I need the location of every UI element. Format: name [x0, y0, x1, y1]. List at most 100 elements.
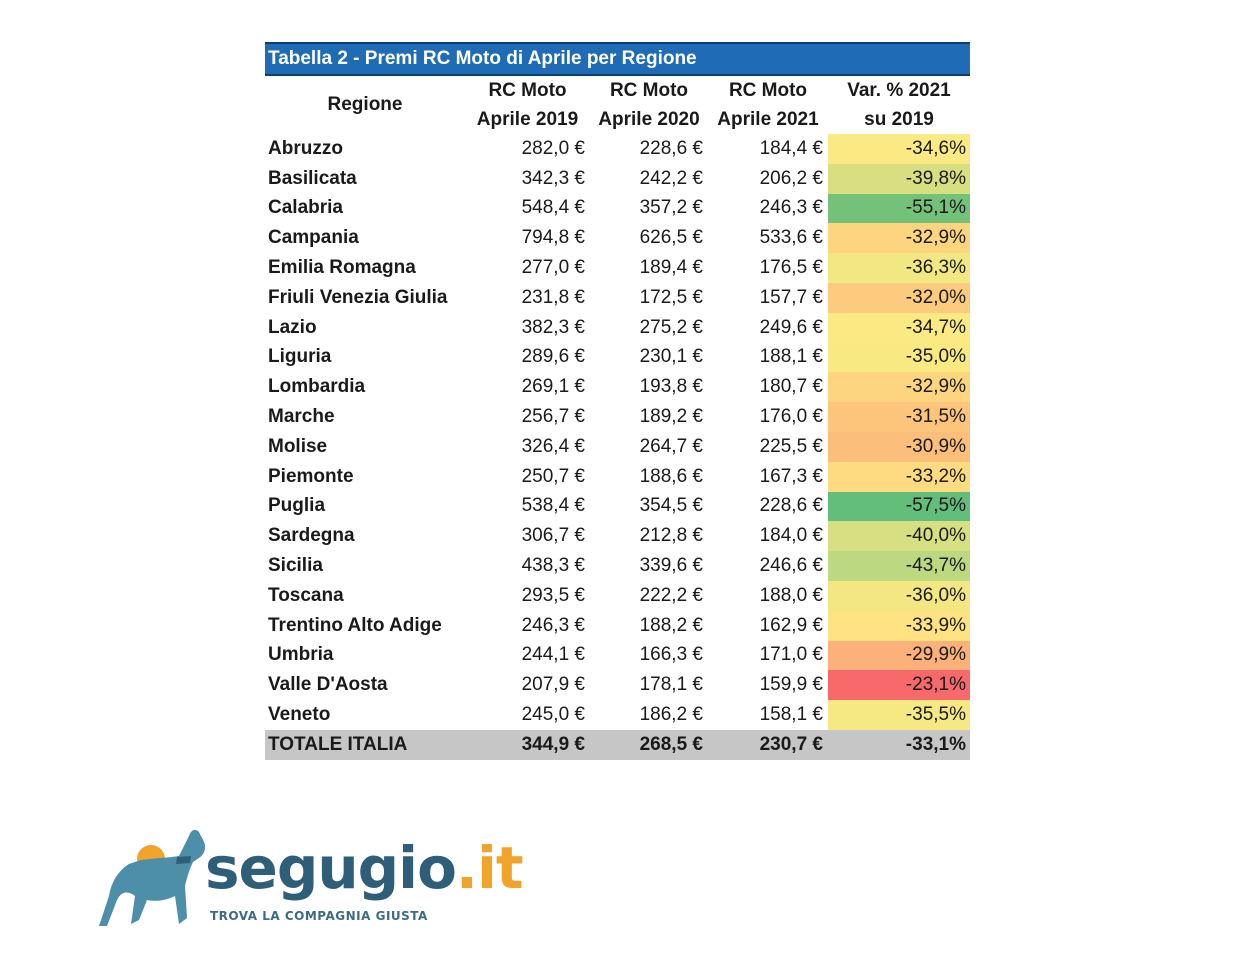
cell-2021: 184,4 € [759, 137, 823, 159]
cell-2021: 206,2 € [759, 167, 823, 189]
cell-regione: Abruzzo [268, 137, 343, 159]
data-table: Regione RC Moto RC Moto RC Moto Var. % 2… [265, 76, 970, 760]
cell-regione: Sardegna [268, 525, 355, 547]
cell-regione: Emilia Romagna [268, 257, 416, 279]
dog-icon [99, 829, 206, 926]
brand-name: segugio.it [205, 834, 524, 902]
cell-regione: Lazio [268, 316, 317, 338]
segugio-logo: segugio.it TROVA LA COMPAGNIA GIUSTA [95, 826, 524, 931]
cell-2021: 176,5 € [759, 257, 823, 279]
table-title: Tabella 2 - Premi RC Moto di Aprile per … [265, 42, 970, 76]
cell-var: -35,5% [828, 700, 970, 730]
table-row: Basilicata 342,3 € 242,2 € 206,2 € -39,8% [265, 163, 970, 194]
table-row: Calabria 548,4 € 357,2 € 246,3 € -55,1% [265, 193, 970, 224]
cell-2019: 256,7 € [521, 406, 585, 428]
cell-2020: 275,2 € [639, 316, 703, 338]
table-row: Campania 794,8 € 626,5 € 533,6 € -32,9% [265, 223, 970, 254]
cell-2019: 277,0 € [521, 257, 585, 279]
table-row: Lombardia 269,1 € 193,8 € 180,7 € -32,9% [265, 372, 970, 403]
total-2021: 230,7 € [708, 729, 828, 760]
cell-2019: 244,1 € [521, 644, 585, 666]
table-row: Molise 326,4 € 264,7 € 225,5 € -30,9% [265, 431, 970, 462]
cell-var: -34,6% [828, 134, 970, 164]
cell-var: -43,7% [828, 551, 970, 581]
table-row: Piemonte 250,7 € 188,6 € 167,3 € -33,2% [265, 461, 970, 492]
cell-2020: 357,2 € [639, 197, 703, 219]
cell-2020: 188,2 € [639, 614, 703, 636]
cell-var: -30,9% [828, 431, 970, 462]
cell-2019: 250,7 € [521, 465, 585, 487]
cell-var: -36,3% [828, 253, 970, 283]
cell-2019: 207,9 € [521, 674, 585, 696]
premi-table: Tabella 2 - Premi RC Moto di Aprile per … [265, 42, 970, 760]
header-col2-line2: Aprile 2020 [598, 108, 700, 130]
table-row: Valle D'Aosta 207,9 € 178,1 € 159,9 € -23,1% [265, 670, 970, 701]
cell-2020: 172,5 € [639, 286, 703, 308]
cell-2021: 249,6 € [759, 316, 823, 338]
dog-silhouette [99, 829, 206, 926]
cell-var: -57,5% [828, 491, 970, 522]
cell-var: -39,8% [828, 163, 970, 194]
cell-2020: 228,6 € [639, 137, 703, 159]
cell-2021: 171,0 € [759, 644, 823, 666]
cell-2021: 188,1 € [759, 346, 823, 368]
cell-2021: 225,5 € [759, 435, 823, 457]
cell-2019: 289,6 € [521, 346, 585, 368]
cell-var: -34,7% [828, 312, 970, 343]
cell-regione: Veneto [268, 704, 331, 726]
cell-2019: 293,5 € [521, 584, 585, 606]
cell-2020: 166,3 € [639, 644, 703, 666]
table-row: Puglia 538,4 € 354,5 € 228,6 € -57,5% [265, 491, 970, 522]
table-row: Friuli Venezia Giulia 231,8 € 172,5 € 157,7… [265, 282, 970, 313]
cell-2021: 180,7 € [759, 376, 823, 398]
header-col1-line2: Aprile 2019 [476, 108, 579, 130]
cell-2021: 228,6 € [759, 495, 823, 517]
cell-2019: 282,0 € [521, 137, 585, 159]
table-row: Trentino Alto Adige 246,3 € 188,2 € 162,9 €… [265, 610, 970, 641]
total-2019: 344,9 € [465, 729, 590, 760]
cell-2019: 538,4 € [521, 495, 585, 517]
cell-2020: 193,8 € [639, 376, 703, 398]
table-row: Toscana 293,5 € 222,2 € 188,0 € -36,0% [265, 580, 970, 611]
cell-2020: 178,1 € [639, 674, 703, 696]
cell-regione: Molise [268, 435, 328, 457]
cell-var: -23,1% [828, 670, 970, 701]
cell-2021: 167,3 € [759, 465, 823, 487]
cell-2019: 342,3 € [521, 167, 585, 189]
header-col2-line1: RC Moto [609, 79, 689, 101]
table-row: Emilia Romagna 277,0 € 189,4 € 176,5 € -36,3… [265, 253, 970, 283]
cell-2021: 246,6 € [759, 555, 823, 577]
cell-2020: 626,5 € [639, 227, 703, 249]
cell-var: -31,5% [828, 402, 970, 432]
table-header: Regione RC Moto RC Moto RC Moto Var. % 2… [265, 76, 970, 134]
cell-2019: 246,3 € [521, 614, 585, 636]
header-col4-line2: su 2019 [864, 108, 934, 130]
cell-2021: 246,3 € [759, 197, 823, 219]
table-row: Lazio 382,3 € 275,2 € 249,6 € -34,7% [265, 312, 970, 343]
cell-regione: Trentino Alto Adige [268, 614, 442, 636]
cell-2021: 184,0 € [759, 525, 823, 547]
cell-var: -33,2% [828, 461, 970, 492]
brand-tagline: TROVA LA COMPAGNIA GIUSTA [210, 909, 428, 923]
cell-2021: 158,1 € [759, 704, 823, 726]
cell-var: -29,9% [828, 640, 970, 671]
header-col3-line1: RC Moto [728, 79, 808, 101]
cell-2019: 548,4 € [521, 197, 585, 219]
header-col3-line2: Aprile 2021 [717, 108, 819, 130]
dog-collar [176, 856, 191, 864]
cell-2021: 533,6 € [759, 227, 823, 249]
cell-2020: 339,6 € [639, 555, 703, 577]
cell-2020: 242,2 € [639, 167, 703, 189]
cell-2020: 189,4 € [639, 257, 703, 279]
cell-var: -33,9% [828, 610, 970, 641]
cell-2019: 245,0 € [521, 704, 585, 726]
cell-regione: Lombardia [268, 376, 366, 398]
cell-regione: Marche [268, 406, 335, 428]
cell-regione: Liguria [268, 346, 332, 368]
cell-2020: 188,6 € [639, 465, 703, 487]
cell-2019: 438,3 € [521, 555, 585, 577]
table-row: Liguria 289,6 € 230,1 € 188,1 € -35,0% [265, 342, 970, 373]
cell-regione: Puglia [268, 495, 326, 517]
brand-tld: .it [455, 834, 524, 902]
header-col1-line1: RC Moto [488, 79, 567, 101]
